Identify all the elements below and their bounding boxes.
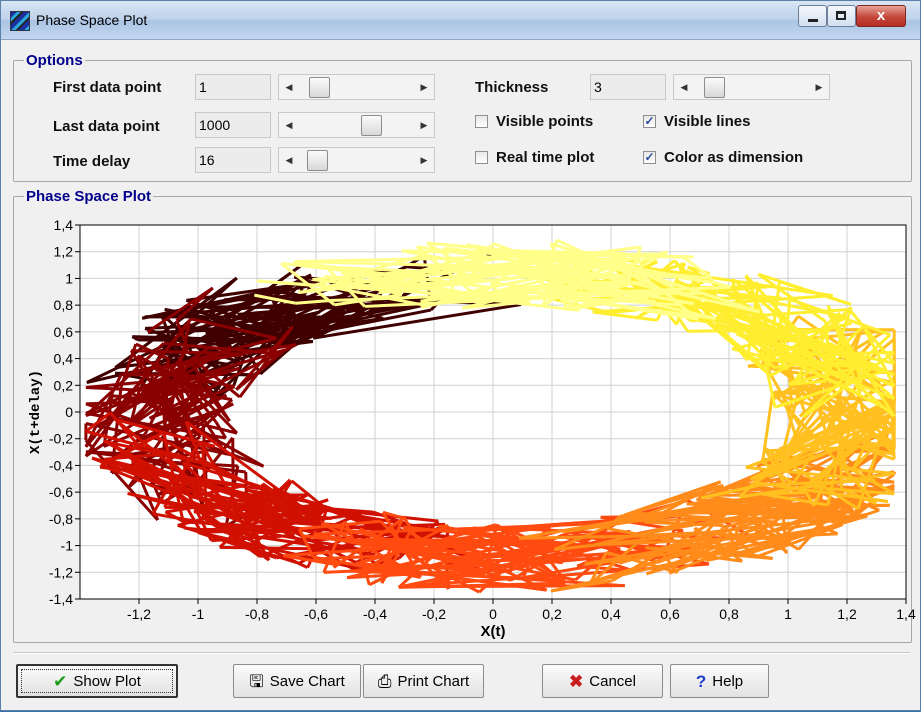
y-tick-label: -0,4 — [49, 457, 73, 473]
save-chart-label: Save Chart — [270, 673, 345, 690]
help-label: Help — [712, 673, 743, 690]
show-plot-button[interactable]: ✔ Show Plot — [16, 664, 178, 698]
x-tick-label: -0,2 — [422, 606, 446, 622]
y-tick-label: 0,6 — [54, 324, 74, 340]
y-axis-label: X(t+delay) — [28, 370, 44, 454]
x-tick-label: -0,4 — [363, 606, 387, 622]
checkmark-icon: ✔ — [53, 673, 67, 690]
y-tick-label: 0,2 — [54, 377, 74, 393]
y-tick-label: -1,2 — [49, 564, 73, 580]
x-tick-label: 0 — [489, 606, 497, 622]
y-tick-label: -0,8 — [49, 511, 73, 527]
y-tick-label: 0,8 — [54, 297, 74, 313]
printer-icon: ⎙ — [378, 673, 392, 690]
y-tick-label: 1 — [65, 270, 73, 286]
x-tick-label: -0,8 — [245, 606, 269, 622]
separator — [13, 652, 910, 654]
x-tick-label: 0,2 — [542, 606, 562, 622]
y-tick-label: -0,6 — [49, 484, 73, 500]
help-icon: ? — [696, 673, 706, 690]
trajectory-segment — [365, 539, 470, 540]
y-tick-label: 1,4 — [54, 217, 74, 233]
y-tick-label: -1 — [61, 538, 74, 554]
x-tick-label: -0,6 — [304, 606, 328, 622]
trajectory-segment — [734, 511, 855, 512]
trajectory-segment — [763, 492, 806, 494]
x-tick-label: -1,2 — [127, 606, 151, 622]
show-plot-label: Show Plot — [73, 673, 141, 690]
x-axis-label: X(t) — [481, 623, 506, 640]
x-tick-label: 0,6 — [660, 606, 680, 622]
trajectory-segment — [697, 500, 750, 502]
trajectory-segment — [418, 586, 625, 587]
floppy-disk-icon: 🖫 — [249, 673, 263, 690]
trajectory-segment — [307, 565, 309, 568]
x-tick-label: -1 — [192, 606, 205, 622]
save-chart-button[interactable]: 🖫 Save Chart — [233, 664, 361, 698]
x-tick-label: 1,2 — [837, 606, 857, 622]
y-tick-label: -0,2 — [49, 431, 73, 447]
trajectory-segment — [145, 327, 178, 329]
y-tick-label: 0,4 — [54, 351, 74, 367]
x-tick-label: 1,4 — [896, 606, 916, 622]
print-chart-button[interactable]: ⎙ Print Chart — [363, 664, 484, 698]
cancel-button[interactable]: ✖ Cancel — [542, 664, 663, 698]
print-chart-label: Print Chart — [397, 673, 469, 690]
x-tick-label: 0,8 — [719, 606, 739, 622]
y-tick-label: -1,4 — [49, 591, 73, 607]
y-tick-label: 0 — [65, 404, 73, 420]
cross-icon: ✖ — [569, 673, 583, 690]
trajectory-segment — [826, 322, 828, 345]
help-button[interactable]: ? Help — [670, 664, 769, 698]
y-tick-label: 1,2 — [54, 244, 74, 260]
x-tick-label: 0,4 — [601, 606, 621, 622]
cancel-label: Cancel — [589, 673, 636, 690]
x-tick-label: 1 — [784, 606, 792, 622]
